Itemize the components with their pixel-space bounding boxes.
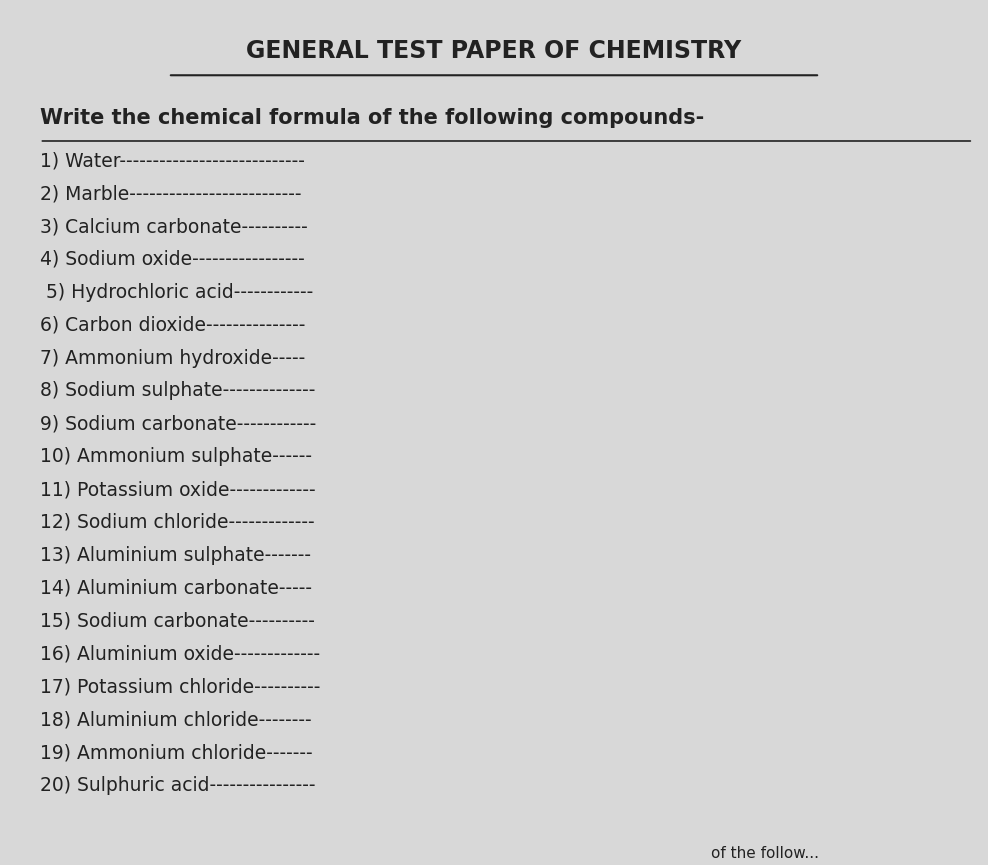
Text: Write the chemical formula of the following compounds-: Write the chemical formula of the follow… — [40, 108, 703, 128]
Text: 19) Ammonium chloride-------: 19) Ammonium chloride------- — [40, 743, 312, 762]
Text: 4) Sodium oxide-----------------: 4) Sodium oxide----------------- — [40, 250, 304, 269]
Text: 15) Sodium carbonate----------: 15) Sodium carbonate---------- — [40, 612, 314, 631]
Text: 5) Hydrochloric acid------------: 5) Hydrochloric acid------------ — [40, 283, 313, 302]
Text: 6) Carbon dioxide---------------: 6) Carbon dioxide--------------- — [40, 316, 305, 335]
Text: 12) Sodium chloride-------------: 12) Sodium chloride------------- — [40, 513, 314, 532]
Text: 1) Water----------------------------: 1) Water---------------------------- — [40, 151, 304, 170]
Text: 9) Sodium carbonate------------: 9) Sodium carbonate------------ — [40, 414, 316, 433]
Text: 13) Aluminium sulphate-------: 13) Aluminium sulphate------- — [40, 546, 310, 565]
Text: 17) Potassium chloride----------: 17) Potassium chloride---------- — [40, 677, 320, 696]
Text: 11) Potassium oxide-------------: 11) Potassium oxide------------- — [40, 480, 315, 499]
Text: 18) Aluminium chloride--------: 18) Aluminium chloride-------- — [40, 710, 311, 729]
Text: GENERAL TEST PAPER OF CHEMISTRY: GENERAL TEST PAPER OF CHEMISTRY — [246, 39, 742, 63]
Text: 16) Aluminium oxide-------------: 16) Aluminium oxide------------- — [40, 644, 320, 663]
Text: 8) Sodium sulphate--------------: 8) Sodium sulphate-------------- — [40, 381, 315, 400]
Text: 10) Ammonium sulphate------: 10) Ammonium sulphate------ — [40, 447, 311, 466]
Text: 3) Calcium carbonate----------: 3) Calcium carbonate---------- — [40, 217, 307, 236]
Text: 20) Sulphuric acid----------------: 20) Sulphuric acid---------------- — [40, 776, 315, 795]
Text: 2) Marble--------------------------: 2) Marble-------------------------- — [40, 184, 301, 203]
Text: of the follow...: of the follow... — [711, 846, 819, 861]
Text: 14) Aluminium carbonate-----: 14) Aluminium carbonate----- — [40, 579, 311, 598]
Text: 7) Ammonium hydroxide-----: 7) Ammonium hydroxide----- — [40, 349, 304, 368]
